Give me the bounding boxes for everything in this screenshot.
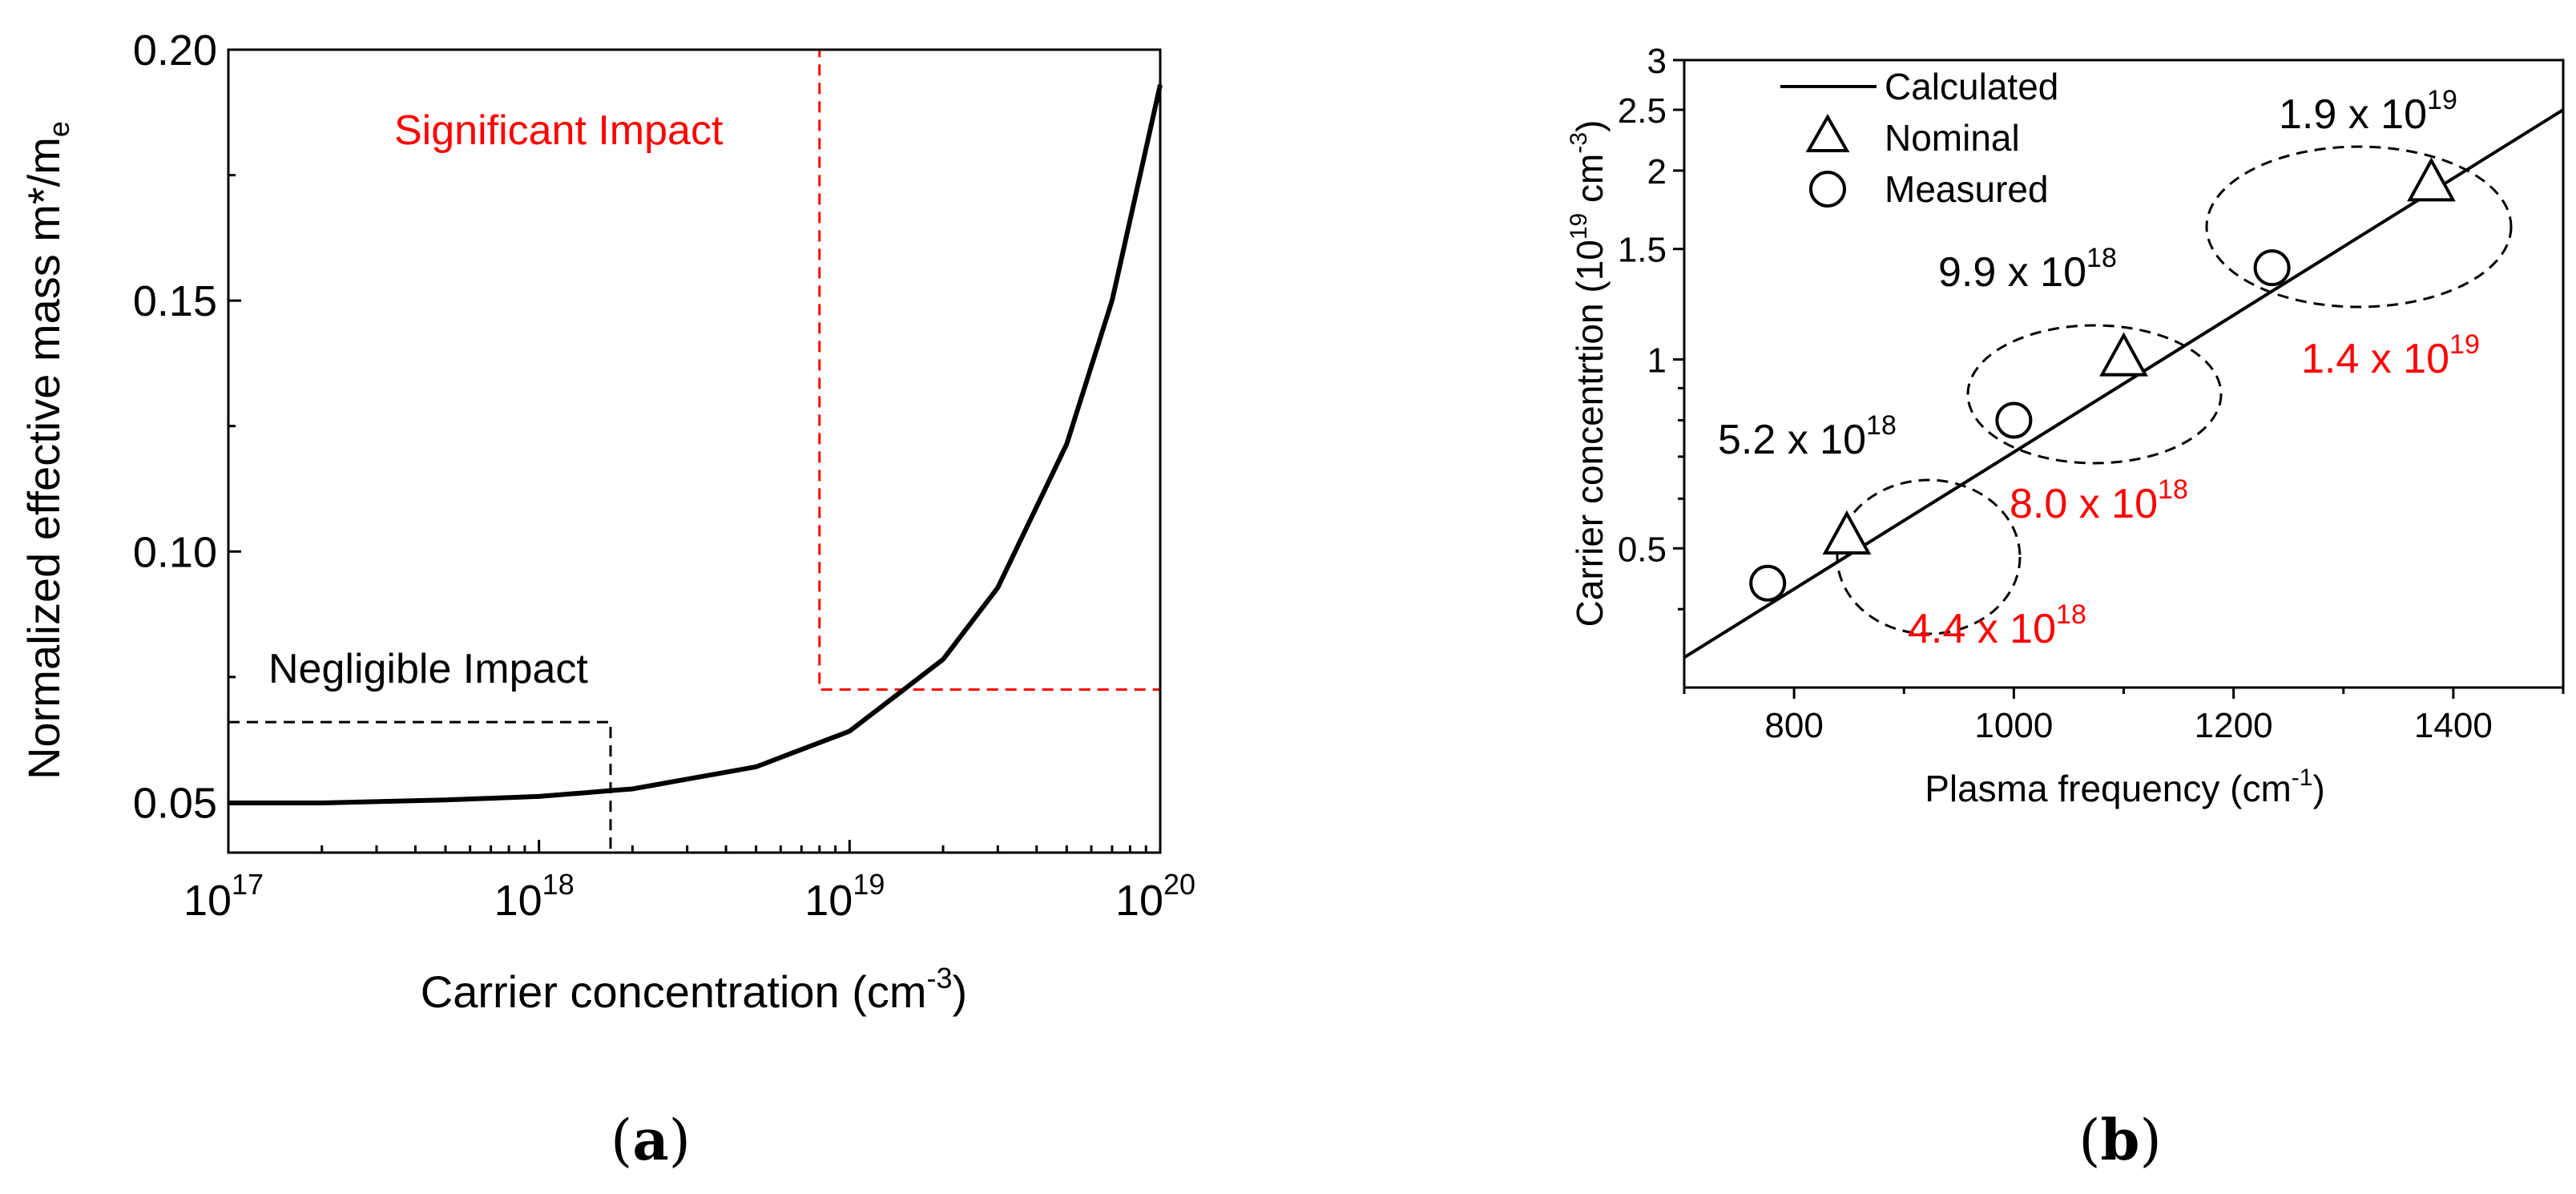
- legend-measured-label: Measured: [1885, 168, 2049, 210]
- measured-point: [2253, 249, 2291, 287]
- plot-frame-a: [227, 48, 1162, 854]
- y-axis-title-b-text: Carrier concentrtion (10: [1569, 240, 1611, 627]
- x-tick-label-b: 800: [1764, 706, 1823, 745]
- annotation-measured-1: 4.4 x 1018: [1908, 599, 2086, 652]
- y-axis-title-b: Carrier concentrtion (1019 cm-3): [1566, 120, 1611, 627]
- group-ellipse-3: [2205, 145, 2513, 309]
- measured-point: [1995, 401, 2033, 439]
- caption-a-letter: a: [632, 1107, 668, 1173]
- region-significant: [818, 48, 1162, 691]
- y-axis-title-b-end: ): [1569, 120, 1611, 132]
- group-ellipse-1: [1836, 478, 2022, 635]
- x-axis-title-a-text: Carrier concentration (cm: [421, 966, 927, 1017]
- caption-a: (a): [611, 1107, 691, 1173]
- caption-b-letter: b: [2101, 1107, 2140, 1173]
- y-axis-title-b-mid: cm: [1569, 154, 1611, 213]
- y-tick-label-b: 0.5: [1618, 530, 1667, 569]
- x-tick-label-a-base: 10: [1115, 877, 1163, 925]
- x-tick-label-a: 1019: [804, 868, 885, 925]
- nominal-point: [1822, 510, 1872, 555]
- y-tick-label-b: 2.5: [1618, 91, 1667, 131]
- x-tick-label-a-exp: 19: [853, 868, 885, 901]
- annotation-nominal-1: 5.2 x 1018: [1718, 410, 1897, 463]
- x-tick-label-a-exp: 17: [232, 868, 264, 901]
- negligible-impact-label: Negligible Impact: [268, 646, 588, 692]
- y-axis-title-a: Normalized effective mass m*/me: [18, 121, 75, 780]
- x-tick-label-a-base: 10: [183, 877, 232, 925]
- annotation-measured-3-exp: 19: [2449, 329, 2480, 360]
- y-tick-label-a: 0.20: [133, 26, 217, 75]
- annotation-measured-1-base: 4.4 x 10: [1908, 606, 2056, 652]
- x-tick-label-a: 1017: [183, 868, 264, 925]
- annotation-nominal-2-exp: 18: [2086, 243, 2117, 273]
- annotation-nominal-2-base: 9.9 x 10: [1938, 249, 2086, 296]
- caption-b: (b): [2078, 1107, 2162, 1173]
- panel-b-chart: 800 1000 1200 1400 0.5 1 1.5 2 2.5 3 Calculated N…: [1566, 42, 2565, 1173]
- y-axis-title-b-sup2: -3: [1566, 132, 1592, 154]
- significant-impact-label: Significant Impact: [394, 107, 724, 154]
- annotation-nominal-1-exp: 18: [1866, 410, 1897, 441]
- annotation-measured-3: 1.4 x 1019: [2301, 329, 2480, 382]
- x-tick-label-a: 1020: [1115, 868, 1195, 925]
- x-axis-title-a-end: ): [953, 966, 968, 1017]
- x-tick-label-b: 1400: [2414, 706, 2493, 745]
- y-axis-title-b-sup1: 19: [1566, 213, 1592, 240]
- legend-calculated-label: Calculated: [1885, 66, 2058, 107]
- region-negligible: [227, 720, 612, 854]
- annotation-measured-2-exp: 18: [2158, 474, 2188, 505]
- x-tick-label-a: 1018: [494, 868, 574, 925]
- effective-mass-curve: [228, 84, 1163, 805]
- x-tick-label-a-exp: 18: [542, 868, 574, 901]
- annotation-nominal-3-exp: 19: [2427, 85, 2457, 115]
- x-axis-title-b-sup: -1: [2292, 764, 2313, 791]
- legend-measured-marker: [1809, 171, 1846, 208]
- x-tick-label-a-exp: 20: [1163, 868, 1195, 901]
- annotation-measured-2-base: 8.0 x 10: [2010, 481, 2158, 527]
- y-tick-label-b: 2: [1647, 152, 1667, 192]
- y-tick-label-a: 0.10: [133, 528, 217, 576]
- x-axis-title-a: Carrier concentration (cm-3): [421, 962, 967, 1017]
- x-tick-label-a-base: 10: [804, 877, 853, 925]
- legend-nominal-marker: [1805, 113, 1850, 152]
- x-axis-title-b: Plasma frequency (cm-1): [1925, 764, 2325, 809]
- x-axis-title-a-sup: -3: [927, 962, 953, 994]
- x-axis-title-b-end: ): [2312, 768, 2324, 809]
- y-tick-label-b: 3: [1647, 42, 1667, 81]
- annotation-nominal-3-base: 1.9 x 10: [2279, 91, 2427, 138]
- y-tick-label-a: 0.15: [133, 277, 217, 325]
- annotation-nominal-2: 9.9 x 1018: [1938, 243, 2117, 296]
- y-tick-label-a: 0.05: [133, 779, 217, 827]
- annotation-measured-2: 8.0 x 1018: [2010, 474, 2188, 527]
- x-tick-label-b: 1000: [1974, 706, 2053, 745]
- annotation-measured-1-exp: 18: [2056, 599, 2086, 630]
- annotation-nominal-3: 1.9 x 1019: [2279, 85, 2457, 138]
- y-axis-title-a-sub: e: [42, 121, 75, 137]
- x-axis-title-b-text: Plasma frequency (cm: [1925, 768, 2292, 809]
- annotation-nominal-1-base: 5.2 x 10: [1718, 417, 1866, 463]
- legend: Calculated Nominal Measured: [1780, 66, 2058, 210]
- x-tick-label-a-base: 10: [494, 877, 542, 925]
- annotation-measured-3-base: 1.4 x 10: [2301, 336, 2449, 382]
- measured-point: [1749, 564, 1787, 602]
- y-axis-title-a-text: Normalized effective mass m*/m: [18, 137, 69, 780]
- legend-nominal-label: Nominal: [1885, 117, 2020, 159]
- x-tick-label-b: 1200: [2195, 706, 2273, 745]
- y-tick-label-b: 1: [1647, 341, 1667, 381]
- group-ellipse-2: [1966, 324, 2223, 465]
- nominal-point: [2099, 332, 2148, 377]
- y-tick-label-b: 1.5: [1618, 231, 1667, 270]
- nominal-point: [2407, 157, 2456, 202]
